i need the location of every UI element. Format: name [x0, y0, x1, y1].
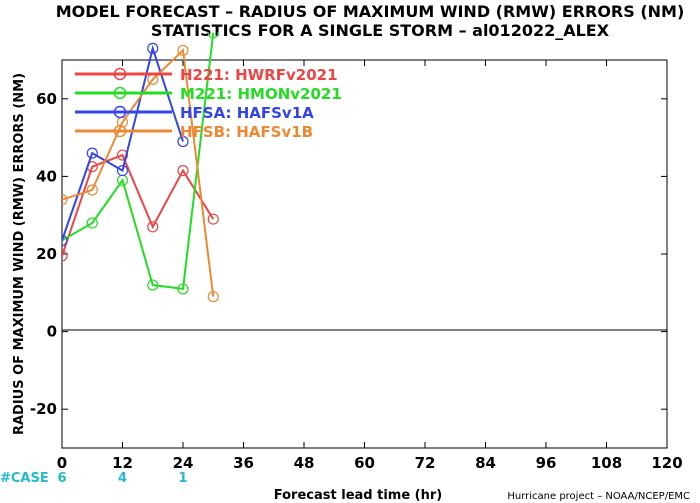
- legend-marker-1: [113, 86, 127, 100]
- y-tick-label: -20: [30, 400, 57, 418]
- series-point-3: [177, 44, 189, 56]
- x-axis-label: Forecast lead time (hr): [274, 488, 442, 503]
- x-axis-ticks: 0 12 24 36 48 60 72 84 96 108 120: [57, 60, 683, 472]
- legend-label-0: H221: HWRFv2021: [180, 66, 338, 84]
- x-tick-label: 36: [233, 454, 254, 472]
- y-axis-ticks: -20 0 20 40 60: [30, 90, 667, 418]
- plot-frame: [61, 59, 668, 449]
- x-tick-label: 108: [591, 454, 622, 472]
- series-point-3: [62, 194, 68, 206]
- series-point-3: [86, 184, 98, 196]
- legend-marker-3: [113, 124, 127, 138]
- x-tick-label: 84: [475, 454, 496, 472]
- case-count: 4: [118, 471, 127, 486]
- series-point-2: [177, 135, 189, 148]
- series-line-0: [62, 153, 215, 257]
- x-tick-label: 72: [415, 454, 436, 472]
- x-tick-label: 60: [354, 454, 375, 472]
- chart-subtitle: STATISTICS FOR A SINGLE STORM – al012022…: [151, 21, 610, 40]
- series-line-1: [62, 32, 215, 291]
- series-point-0: [177, 164, 189, 177]
- case-counts: #CASE 6 4 1: [0, 471, 188, 486]
- legend-label-3: HFSB: HAFSv1B: [180, 123, 313, 141]
- x-tick-label: 120: [651, 454, 682, 472]
- x-tick-label: 12: [112, 454, 133, 472]
- case-count: 1: [178, 471, 187, 486]
- series-point-1: [147, 279, 159, 291]
- y-tick-label: 40: [36, 167, 57, 185]
- series-line-2: [62, 44, 184, 241]
- series-point-2: [147, 42, 159, 54]
- x-tick-label: 24: [173, 454, 194, 472]
- series-point-1: [86, 217, 98, 229]
- chart-title: MODEL FORECAST – RADIUS OF MAXIMUM WIND …: [56, 2, 685, 21]
- x-tick-label: 96: [536, 454, 557, 472]
- x-tick-label: 48: [294, 454, 315, 472]
- series-point-2: [86, 147, 98, 159]
- series-point-2: [116, 164, 129, 177]
- series-point-0: [116, 149, 129, 161]
- legend-marker-2: [113, 105, 127, 119]
- y-axis-label: RADIUS OF MAXIMUM WIND (RMW) ERRORS (NM): [12, 73, 27, 435]
- legend-label-1: M221: HMONv2021: [180, 85, 342, 103]
- series-point-1: [177, 283, 189, 295]
- x-tick-label: 0: [57, 454, 67, 472]
- y-tick-label: 60: [36, 90, 57, 108]
- case-count: 6: [57, 471, 66, 486]
- series-point-1: [207, 32, 219, 39]
- series-point-2: [62, 234, 68, 247]
- series-point-0: [147, 221, 159, 233]
- credit-text: Hurricane project – NOAA/NCEP/EMC: [507, 491, 690, 502]
- series-point-0: [207, 213, 219, 225]
- legend-marker-0: [113, 67, 127, 81]
- legend-label-2: HFSA: HAFSv1A: [180, 104, 314, 122]
- case-label: #CASE: [0, 471, 49, 486]
- y-tick-label: 0: [47, 323, 57, 341]
- series-point-0: [62, 250, 68, 262]
- y-tick-label: 20: [36, 245, 57, 263]
- series-point-3: [207, 291, 219, 303]
